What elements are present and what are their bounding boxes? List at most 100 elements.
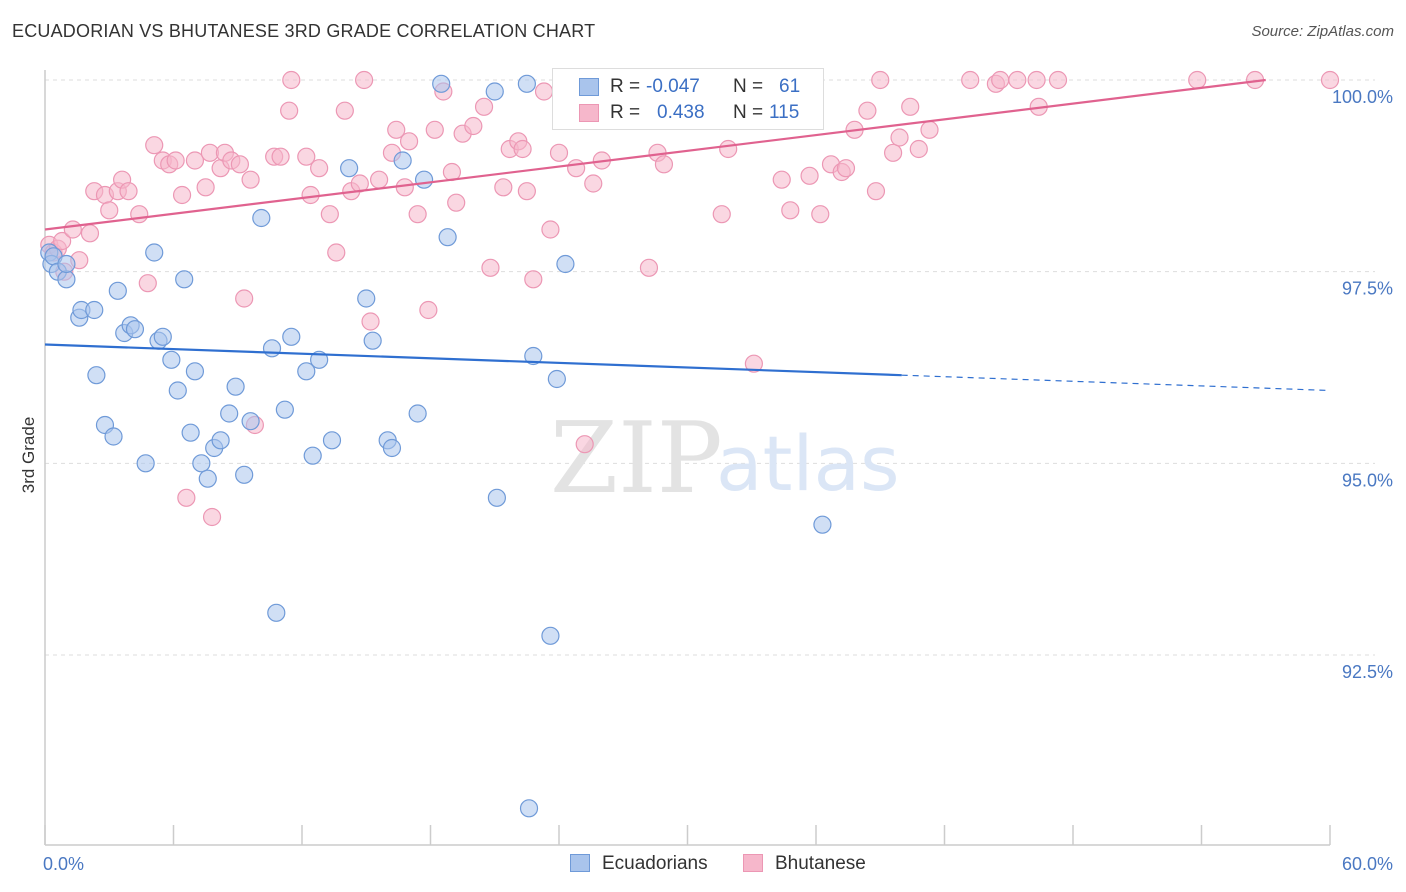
bhutanese-point xyxy=(871,70,890,90)
y-tick-label: 92.5% xyxy=(1342,662,1393,682)
ecuadorian-point xyxy=(168,381,187,400)
bhutanese-point xyxy=(361,312,380,331)
ecuadorian-point xyxy=(487,488,506,507)
bhutanese-point xyxy=(1320,70,1340,90)
ecuadorian-point xyxy=(408,404,427,423)
bhutanese-legend-swatch xyxy=(743,854,763,872)
ecuadorian-point xyxy=(267,603,286,622)
ecuadorian-point xyxy=(57,254,76,274)
tick-labels: 92.5% 95.0% 97.5% 100.0% 0.0% 60.0% xyxy=(43,87,1393,874)
bhutanese-point xyxy=(320,205,339,224)
bhutanese-point xyxy=(534,82,554,101)
ecuadorians-trend-extension xyxy=(901,374,1331,392)
bhutanese-point xyxy=(524,270,543,289)
bhutanese-point xyxy=(866,182,886,201)
legend-r-value: -0.047 xyxy=(646,76,700,97)
bhutanese-point xyxy=(335,101,354,120)
ecuadorians-swatch xyxy=(579,78,599,96)
watermark-zip: ZIP xyxy=(550,402,723,516)
bhutanese-point xyxy=(909,139,928,159)
bhutanese-point xyxy=(271,147,290,166)
y-tick-label: 97.5% xyxy=(1342,279,1393,299)
ecuadorian-point xyxy=(136,454,155,473)
ecuadorian-point xyxy=(282,327,301,346)
bhutanese-point xyxy=(494,178,513,197)
bhutanese-point xyxy=(419,300,438,320)
bhutanese-point xyxy=(719,139,738,159)
ecuadorian-point xyxy=(198,469,217,488)
ecuadorian-point xyxy=(235,465,254,484)
y-tick-label: 100.0% xyxy=(1332,87,1393,107)
bhutanese-point xyxy=(235,289,254,308)
trend-lines xyxy=(44,78,1331,392)
ecuadorian-point xyxy=(438,228,457,247)
bhutanese-point xyxy=(119,182,138,201)
ecuadorian-point xyxy=(175,270,194,289)
bhutanese-point xyxy=(327,243,346,262)
ecuadorian-point xyxy=(145,243,164,262)
bhutanese-point xyxy=(991,70,1010,90)
ecuadorian-point xyxy=(357,289,376,308)
bhutanese-point xyxy=(395,178,414,197)
x-tick-label: 0.0% xyxy=(43,854,84,874)
y-axis-title: 3rd Grade xyxy=(19,417,38,494)
bhutanese-point xyxy=(464,116,483,136)
ecuadorian-point xyxy=(414,170,434,189)
bhutanese-point xyxy=(130,205,149,224)
axes xyxy=(44,70,1331,846)
ecuadorians-trend-line xyxy=(44,343,902,377)
bhutanese-trend-line xyxy=(44,78,1266,231)
ecuadorian-point xyxy=(162,350,181,369)
ecuadorian-point xyxy=(297,362,316,381)
bhutanese-point xyxy=(1008,70,1027,90)
bhutanese-point xyxy=(474,97,494,116)
bhutanese-point xyxy=(836,159,856,178)
ecuadorian-point xyxy=(85,300,104,320)
ecuadorian-point xyxy=(541,626,560,645)
bhutanese-point xyxy=(399,132,419,151)
bhutanese-point xyxy=(185,151,205,170)
legend-row-bhutanese: R = 0.438 N = 115 xyxy=(553,100,823,126)
bhutanese-point xyxy=(890,128,909,147)
bhutanese-point xyxy=(513,139,532,159)
bhutanese-point xyxy=(202,507,222,527)
bhutanese-point xyxy=(53,231,72,251)
ecuadorian-point xyxy=(241,412,260,431)
bhutanese-point xyxy=(145,136,164,155)
bhutanese-point xyxy=(425,120,444,139)
ecuadorian-point xyxy=(108,281,127,300)
legend-r-value: 0.438 xyxy=(657,102,705,123)
ecuadorian-point xyxy=(519,799,539,818)
legend-row-ecuadorians: R = -0.047 N = 61 xyxy=(553,74,823,100)
bhutanese-point xyxy=(920,120,939,139)
bhutanese-point xyxy=(1048,70,1068,90)
bhutanese-point xyxy=(575,435,594,454)
ecuadorian-point xyxy=(125,320,145,339)
bhutanese-swatch xyxy=(579,104,599,122)
bhutanese-point xyxy=(481,258,500,277)
bhutanese-point xyxy=(584,174,603,193)
bhutanese-point xyxy=(517,182,536,201)
ecuadorian-point xyxy=(192,454,211,473)
bhutanese-point xyxy=(241,170,260,189)
ecuadorian-point xyxy=(252,208,271,228)
ecuadorian-point xyxy=(382,438,402,458)
ecuadorian-point xyxy=(211,431,230,450)
ecuadorian-point xyxy=(57,270,76,289)
chart-title: ECUADORIAN VS BHUTANESE 3RD GRADE CORREL… xyxy=(12,21,596,41)
ecuadorian-point xyxy=(153,327,172,346)
bhutanese-point xyxy=(177,488,196,507)
bhutanese-point xyxy=(280,101,299,120)
ecuadorian-point xyxy=(485,82,504,101)
ecuadorian-point xyxy=(303,446,322,465)
ecuadorian-point xyxy=(220,404,239,423)
bhutanese-point xyxy=(654,155,674,174)
watermark-atlas: atlas xyxy=(716,419,900,508)
ecuadorian-point xyxy=(517,74,536,93)
ecuadorian-point xyxy=(524,346,543,366)
bhutanese-point xyxy=(639,258,659,277)
bhutanese-point xyxy=(387,120,406,139)
bhutanese-point xyxy=(138,274,157,293)
ecuadorian-point xyxy=(262,339,282,358)
bhutanese-point xyxy=(100,201,119,220)
